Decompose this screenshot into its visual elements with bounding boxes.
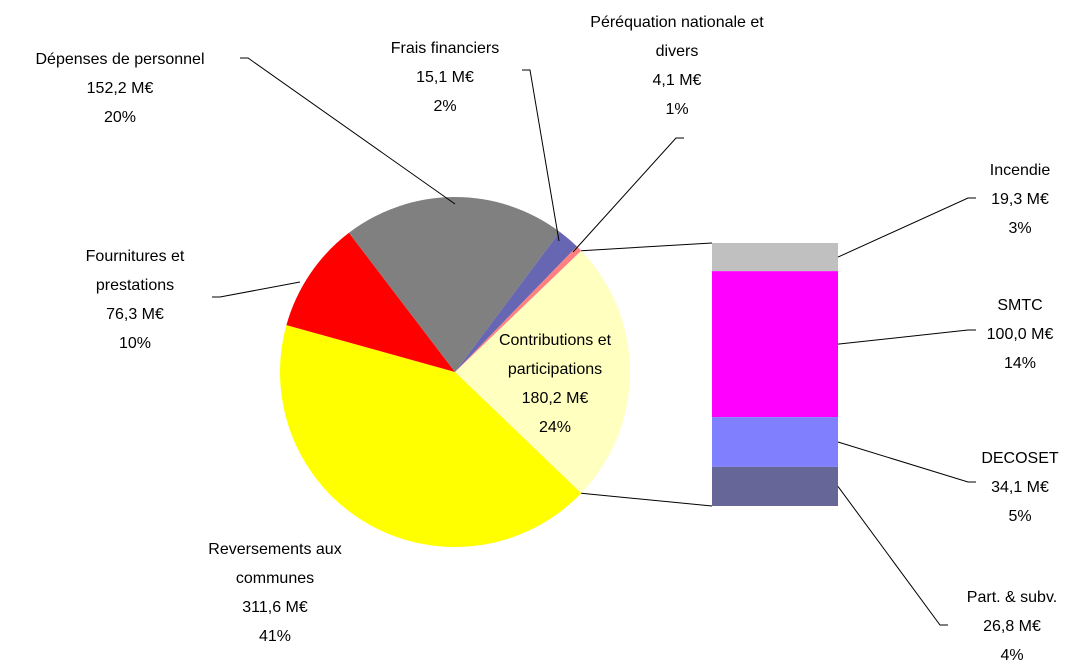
pie-slice xyxy=(286,232,455,372)
pie-slice xyxy=(455,246,582,372)
percent-label: 2% xyxy=(433,98,457,115)
data-label: Frais financiers 15,1 M€ 2% xyxy=(345,34,545,121)
bar-segment xyxy=(712,243,838,272)
value-label: 34,1 M€ xyxy=(991,479,1049,496)
value-label: 76,3 M€ xyxy=(106,306,164,323)
leader-line xyxy=(240,57,456,205)
category-label: SMTC xyxy=(997,297,1043,314)
pie-slice xyxy=(348,197,560,372)
data-label: Incendie 19,3 M€ 3% xyxy=(960,156,1074,243)
data-label: Fournitures et prestations 76,3 M€ 10% xyxy=(65,242,205,358)
leader-line xyxy=(581,242,713,252)
value-label: 4,1 M€ xyxy=(652,72,702,89)
data-label: SMTC 100,0 M€ 14% xyxy=(960,291,1074,378)
value-label: 15,1 M€ xyxy=(416,69,474,86)
percent-label: 20% xyxy=(103,109,137,126)
percent-label: 24% xyxy=(538,419,572,436)
leader-line xyxy=(581,492,713,507)
value-label: 180,2 M€ xyxy=(521,390,589,407)
data-label: Dépenses de personnel 152,2 M€ 20% xyxy=(0,45,250,132)
percent-label: 14% xyxy=(1003,355,1037,372)
leader-line xyxy=(572,137,684,253)
data-label: Part. & subv. 26,8 M€ 4% xyxy=(942,583,1074,662)
category-label: Part. & subv. xyxy=(966,589,1058,606)
leader-line xyxy=(212,281,301,298)
value-label: 100,0 M€ xyxy=(986,326,1054,343)
percent-label: 41% xyxy=(258,628,292,645)
pie-slice xyxy=(280,325,582,547)
value-label: 152,2 M€ xyxy=(86,80,154,97)
category-label: Frais financiers xyxy=(390,40,500,57)
category-label: Reversements aux communes xyxy=(208,541,342,587)
value-label: 19,3 M€ xyxy=(991,191,1049,208)
pie-slice xyxy=(455,250,630,494)
data-label: Contributions et participations 180,2 M€ 2… xyxy=(480,326,630,442)
value-label: 26,8 M€ xyxy=(983,618,1041,635)
pie-slice xyxy=(455,231,577,372)
category-label: Fournitures et prestations xyxy=(85,248,185,294)
value-label: 311,6 M€ xyxy=(242,599,308,616)
leader-line xyxy=(837,486,948,626)
leader-line xyxy=(837,329,976,345)
percent-label: 4% xyxy=(1000,647,1024,662)
leader-line xyxy=(837,441,976,483)
leader-line xyxy=(837,197,976,258)
category-label: Contributions et participations xyxy=(498,332,612,378)
data-label: DECOSET 34,1 M€ 5% xyxy=(960,444,1074,531)
percent-label: 1% xyxy=(665,101,689,118)
bar-segment xyxy=(712,271,838,418)
percent-label: 5% xyxy=(1008,508,1032,525)
category-label: Péréquation nationale et divers xyxy=(590,14,764,60)
percent-label: 3% xyxy=(1008,220,1032,237)
data-label: Reversements aux communes 311,6 M€ 41% xyxy=(195,535,355,651)
category-label: Dépenses de personnel xyxy=(35,51,205,68)
data-label: Péréquation nationale et divers 4,1 M€ 1% xyxy=(587,8,767,124)
percent-label: 10% xyxy=(118,335,152,352)
category-label: DECOSET xyxy=(981,450,1059,467)
bar-segment xyxy=(712,466,838,506)
category-label: Incendie xyxy=(989,162,1051,179)
bar-segment xyxy=(712,417,838,467)
leader-line xyxy=(522,69,560,242)
